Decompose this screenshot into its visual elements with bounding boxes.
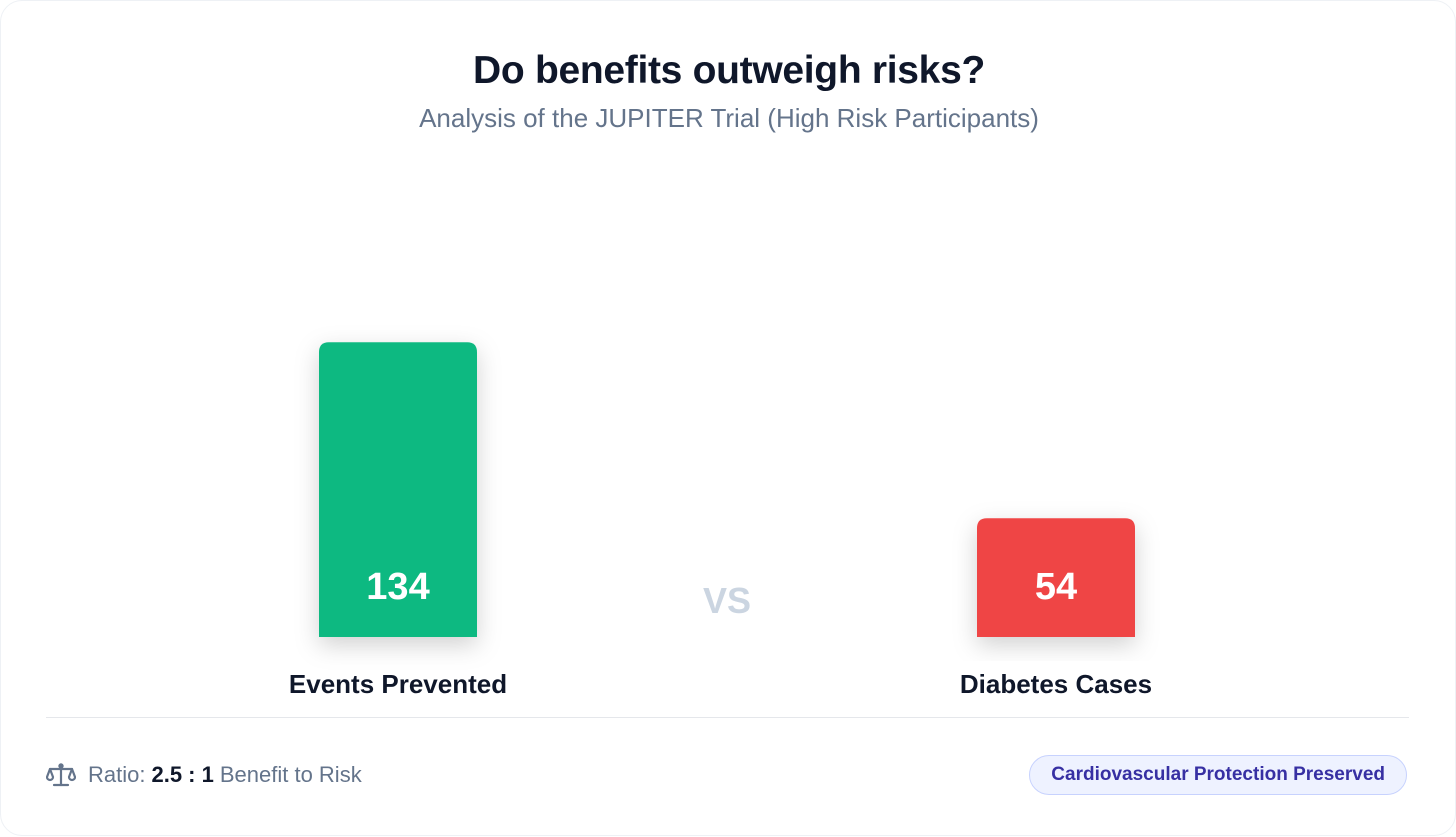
chart-title: Do benefits outweigh risks? — [473, 49, 985, 92]
category-label: Diabetes Cases — [960, 669, 1152, 699]
bar-value-label: 54 — [1035, 566, 1077, 608]
ratio-summary: Ratio: 2.5 : 1 Benefit to Risk — [46, 759, 362, 791]
ratio-suffix: Benefit to Risk — [219, 762, 362, 787]
scale-icon — [46, 762, 76, 788]
status-badge: Cardiovascular Protection Preserved — [1029, 755, 1407, 795]
vs-separator-label: VS — [703, 580, 751, 621]
bar-events-prevented — [319, 342, 477, 637]
bar-diabetes-cases — [977, 518, 1135, 637]
footer-divider — [46, 717, 1409, 718]
bar-value-label: 134 — [366, 566, 429, 608]
ratio-value: 2.5 : 1 — [151, 762, 214, 787]
ratio-prefix: Ratio: — [88, 762, 146, 787]
chart-subtitle: Analysis of the JUPITER Trial (High Risk… — [419, 103, 1039, 133]
category-label: Events Prevented — [289, 669, 507, 699]
